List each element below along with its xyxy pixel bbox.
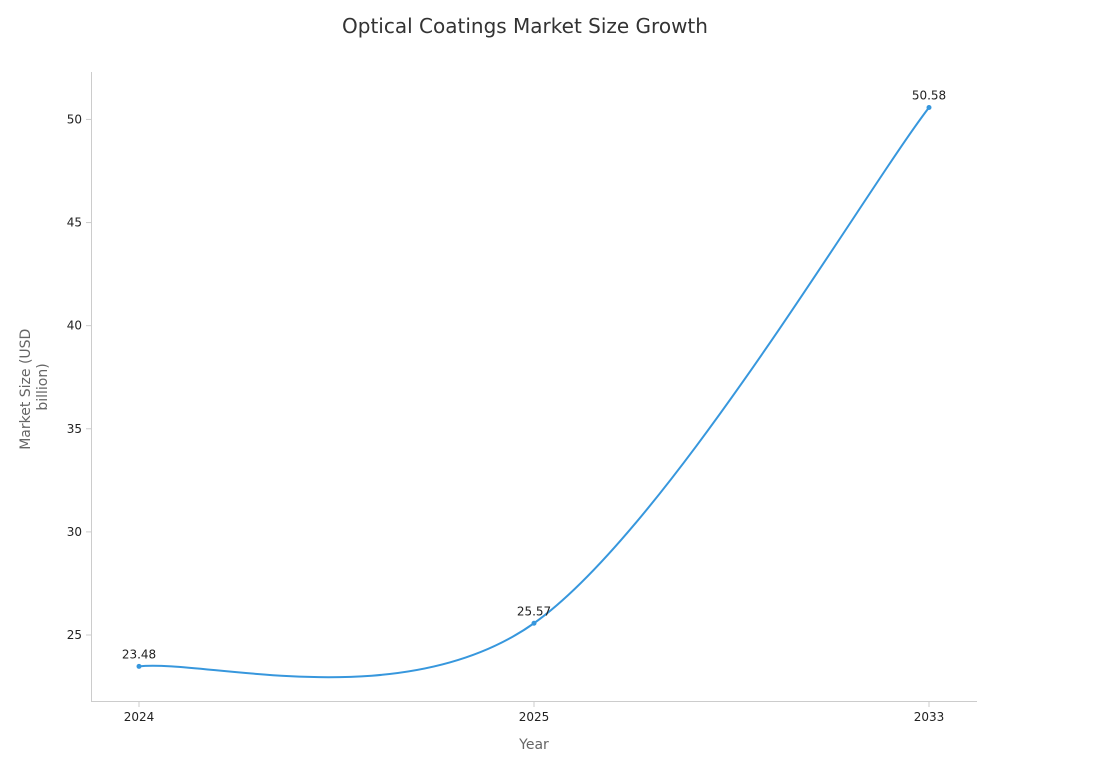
x-axis-title: Year — [518, 737, 549, 753]
y-axis-title: Market Size (USD billion) — [18, 324, 51, 450]
y-axis-title-line-2: billion) — [35, 363, 51, 410]
data-points — [136, 104, 932, 669]
data-point — [926, 104, 932, 110]
y-tick-label: 30 — [67, 525, 82, 539]
chart-title: Optical Coatings Market Size Growth — [342, 14, 708, 38]
x-axis-ticks: 2024 2025 2033 — [124, 701, 945, 724]
x-tick-label: 2024 — [124, 710, 155, 724]
y-tick-label: 40 — [67, 319, 82, 333]
y-tick-label: 50 — [67, 112, 82, 126]
x-tick-label: 2033 — [914, 710, 945, 724]
series-line — [138, 106, 930, 679]
data-point — [136, 663, 142, 669]
y-axis-title-line-1: Market Size (USD — [18, 329, 34, 450]
x-tick-label: 2025 — [519, 710, 550, 724]
data-label: 50.58 — [912, 88, 946, 102]
y-axis-ticks: 25 30 35 40 45 50 — [67, 112, 91, 642]
y-tick-label: 45 — [67, 216, 82, 230]
data-point — [531, 620, 537, 626]
y-tick-label: 35 — [67, 422, 82, 436]
y-tick-label: 25 — [67, 628, 82, 642]
data-label: 25.57 — [517, 604, 551, 618]
data-label: 23.48 — [122, 647, 156, 661]
data-labels: 23.48 25.57 50.58 — [122, 88, 946, 661]
